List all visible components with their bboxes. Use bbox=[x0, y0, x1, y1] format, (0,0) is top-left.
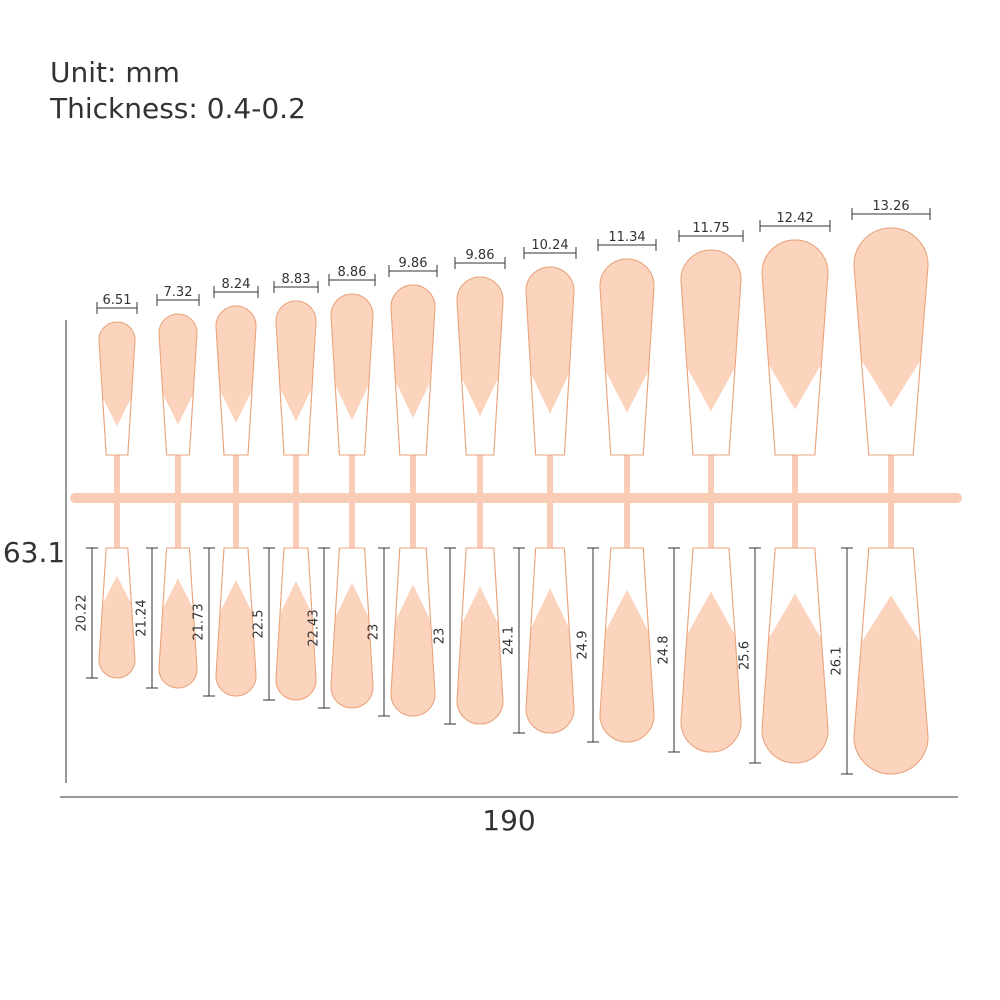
nail-color bbox=[216, 306, 256, 423]
nail-color bbox=[216, 580, 256, 696]
nail-edge bbox=[761, 239, 829, 456]
unit-label: Unit: mm bbox=[50, 56, 180, 89]
nail-edge bbox=[525, 547, 575, 734]
width-value: 12.42 bbox=[776, 211, 813, 226]
nail-color bbox=[854, 595, 928, 774]
nail-edge bbox=[275, 547, 317, 701]
nail-edge bbox=[390, 547, 436, 717]
length-value: 22.43 bbox=[307, 609, 322, 646]
nail-edge bbox=[680, 547, 742, 753]
nail-edge bbox=[599, 258, 655, 456]
length-value: 22.5 bbox=[252, 610, 267, 639]
length-value: 21.24 bbox=[135, 599, 150, 636]
length-value: 24.9 bbox=[576, 631, 591, 660]
nail-color bbox=[391, 285, 435, 418]
nail-edge bbox=[158, 313, 198, 456]
nail-edge bbox=[215, 305, 257, 456]
nail-color bbox=[681, 250, 741, 412]
nails: 6.51 20.22 7.32 21.24 8.24 21.73 8.83 22.5 8.86 2… bbox=[75, 199, 931, 775]
nail-edge bbox=[330, 547, 374, 709]
total-height: 63.1 bbox=[3, 536, 65, 569]
nail-color bbox=[331, 294, 373, 420]
nail-color bbox=[681, 591, 741, 752]
nail-edge bbox=[456, 276, 504, 456]
nail-color bbox=[159, 578, 197, 688]
width-value: 6.51 bbox=[103, 293, 132, 308]
width-value: 11.75 bbox=[692, 221, 729, 236]
nail-color bbox=[457, 586, 503, 724]
width-value: 7.32 bbox=[164, 285, 193, 300]
width-value: 8.83 bbox=[282, 272, 311, 287]
nail-edge bbox=[761, 547, 829, 764]
length-value: 26.1 bbox=[830, 647, 845, 676]
nail-color bbox=[762, 240, 828, 410]
length-value: 24.8 bbox=[657, 636, 672, 665]
nail-color bbox=[331, 582, 373, 708]
nail-color bbox=[854, 228, 928, 408]
width-value: 9.86 bbox=[466, 248, 495, 263]
nail-color bbox=[276, 301, 316, 422]
nail-edge bbox=[98, 547, 136, 679]
nail-edge bbox=[853, 547, 929, 775]
nail-color bbox=[391, 584, 435, 716]
length-value: 20.22 bbox=[75, 594, 90, 631]
nail-color bbox=[762, 593, 828, 763]
nail-color bbox=[159, 314, 197, 425]
length-value: 23 bbox=[433, 628, 448, 645]
width-value: 13.26 bbox=[872, 199, 909, 214]
width-value: 8.24 bbox=[222, 277, 251, 292]
nail-color bbox=[99, 576, 135, 678]
nail-edge bbox=[680, 249, 742, 456]
nail-color bbox=[526, 267, 574, 414]
nail-edge bbox=[330, 293, 374, 456]
width-value: 10.24 bbox=[531, 238, 568, 253]
nail-color bbox=[276, 581, 316, 700]
width-value: 11.34 bbox=[608, 230, 645, 245]
nail-edge bbox=[275, 300, 317, 456]
nail-edge bbox=[456, 547, 504, 725]
nail-edge bbox=[525, 266, 575, 456]
nail-color bbox=[600, 589, 654, 742]
nail-edge bbox=[599, 547, 655, 743]
length-value: 21.73 bbox=[192, 603, 207, 640]
nail-color bbox=[457, 277, 503, 417]
nail-color bbox=[99, 322, 135, 427]
nail-color bbox=[600, 259, 654, 413]
total-width: 190 bbox=[482, 804, 535, 837]
thickness-label: Thickness: 0.4-0.2 bbox=[49, 92, 306, 125]
nail-color bbox=[526, 588, 574, 733]
length-value: 24.1 bbox=[502, 626, 517, 655]
width-value: 8.86 bbox=[338, 265, 367, 280]
nail-edge bbox=[215, 547, 257, 697]
nail-edge bbox=[853, 227, 929, 456]
length-value: 25.6 bbox=[738, 641, 753, 670]
nail-edge bbox=[98, 321, 136, 456]
nail-edge bbox=[158, 547, 198, 689]
nail-edge bbox=[390, 284, 436, 456]
length-value: 23 bbox=[367, 624, 382, 641]
width-value: 9.86 bbox=[399, 256, 428, 271]
